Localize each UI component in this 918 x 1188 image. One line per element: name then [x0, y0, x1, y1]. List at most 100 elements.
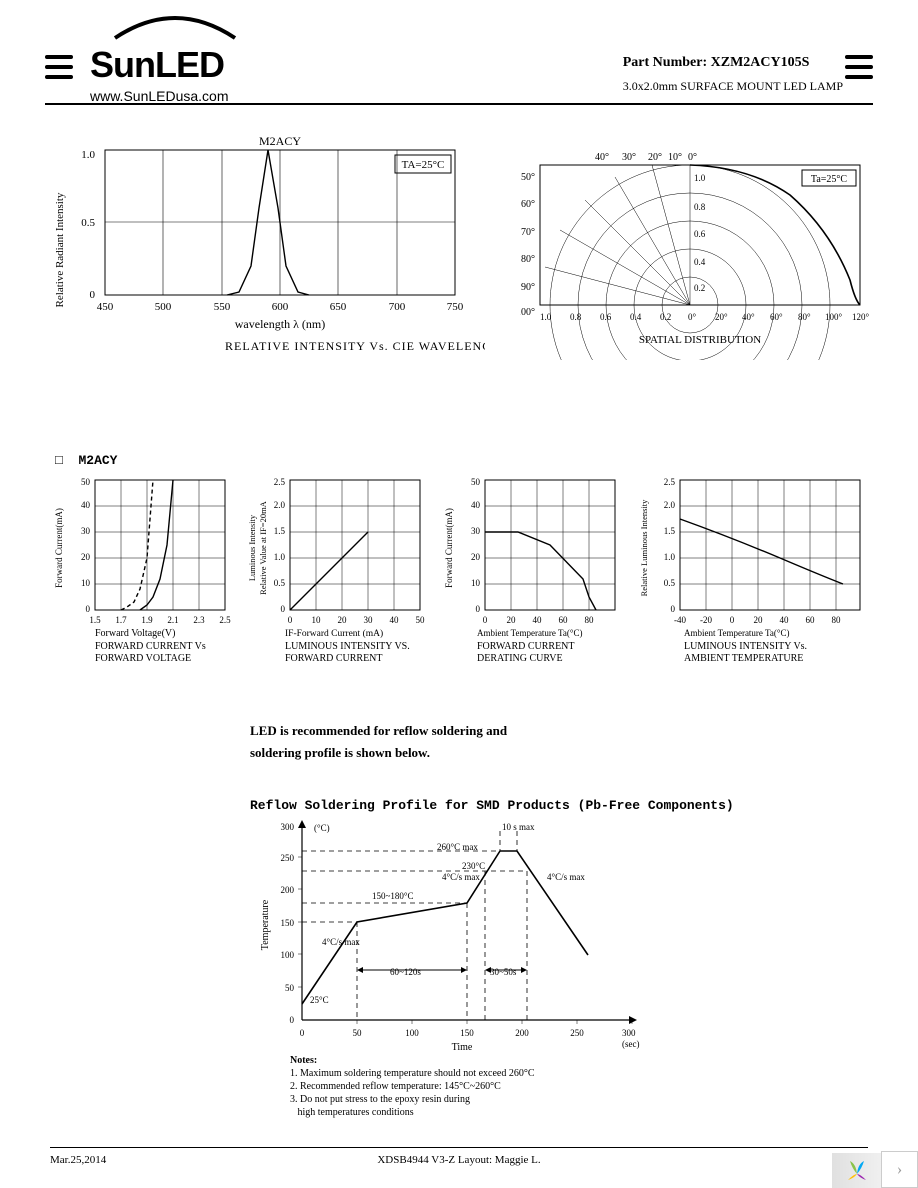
svg-text:2.0: 2.0 [274, 500, 286, 510]
svg-text:10°: 10° [668, 152, 682, 163]
svg-text:50: 50 [416, 615, 426, 625]
svg-text:50: 50 [471, 477, 481, 487]
svg-text:0: 0 [483, 615, 488, 625]
svg-text:Notes:: Notes: [290, 1055, 317, 1066]
svg-text:20: 20 [81, 552, 91, 562]
svg-text:0: 0 [288, 615, 293, 625]
svg-text:300: 300 [281, 822, 295, 832]
chart-reflow-profile: 300 250 200 150 100 50 0 (°C) 0 50 100 1… [250, 810, 680, 1140]
svg-text:20: 20 [471, 552, 481, 562]
svg-text:Forward Voltage(V): Forward Voltage(V) [95, 628, 175, 639]
svg-text:1.7: 1.7 [115, 615, 127, 625]
menu-icon[interactable] [45, 55, 73, 79]
svg-text:1.5: 1.5 [274, 526, 286, 536]
svg-text:high temperatures conditions: high temperatures conditions [290, 1107, 414, 1118]
svg-text:0.8: 0.8 [694, 202, 706, 212]
svg-text:150~180°C: 150~180°C [372, 891, 413, 901]
svg-text:AMBIENT TEMPERATURE: AMBIENT TEMPERATURE [684, 653, 803, 664]
svg-text:70°: 70° [521, 227, 535, 238]
svg-text:2.5: 2.5 [664, 477, 676, 487]
svg-text:1.0: 1.0 [274, 552, 286, 562]
svg-text:Relative Radiant Intensity: Relative Radiant Intensity [54, 192, 66, 307]
svg-text:1.0: 1.0 [694, 173, 706, 183]
svg-text:Time: Time [452, 1042, 473, 1053]
svg-text:2.1: 2.1 [167, 615, 178, 625]
svg-text:80: 80 [585, 615, 595, 625]
svg-text:30~50s: 30~50s [490, 967, 517, 977]
svg-text:200: 200 [515, 1028, 529, 1038]
svg-text:10: 10 [471, 578, 481, 588]
svg-text:250: 250 [281, 853, 295, 863]
svg-text:(sec): (sec) [622, 1039, 640, 1049]
svg-text:Ambient Temperature Ta(°C): Ambient Temperature Ta(°C) [477, 628, 582, 638]
svg-text:0: 0 [671, 604, 676, 614]
svg-text:750: 750 [447, 301, 464, 313]
chart-forward-current-voltage: 1.5 1.7 1.9 2.1 2.3 2.5 0 10 20 30 40 50… [50, 468, 245, 678]
svg-text:0: 0 [300, 1028, 305, 1038]
svg-text:FORWARD CURRENT Vs: FORWARD CURRENT Vs [95, 641, 206, 652]
svg-text:DERATING CURVE: DERATING CURVE [477, 653, 563, 664]
svg-text:150: 150 [281, 918, 295, 928]
svg-text:2.3: 2.3 [193, 615, 205, 625]
svg-text:0: 0 [476, 604, 481, 614]
svg-text:Temperature: Temperature [260, 899, 271, 950]
svg-text:0.5: 0.5 [274, 578, 286, 588]
svg-text:100°: 100° [825, 312, 843, 322]
svg-text:0: 0 [86, 604, 91, 614]
svg-text:(°C): (°C) [314, 823, 330, 833]
svg-text:40: 40 [81, 500, 91, 510]
svg-text:0: 0 [281, 604, 286, 614]
section-label: □ M2ACY [55, 452, 117, 468]
svg-text:1.9: 1.9 [141, 615, 153, 625]
svg-text:40: 40 [471, 500, 481, 510]
svg-text:60~120s: 60~120s [390, 967, 421, 977]
svg-text:FORWARD CURRENT: FORWARD CURRENT [477, 641, 575, 652]
logo-url: www.SunLEDusa.com [90, 88, 270, 104]
svg-text:90°: 90° [521, 282, 535, 293]
svg-text:230°C: 230°C [462, 861, 485, 871]
svg-text:150: 150 [460, 1028, 474, 1038]
svg-text:40°: 40° [595, 152, 609, 163]
svg-text:100: 100 [281, 950, 295, 960]
chart-derating-curve: 0 20 40 60 80 0 10 20 30 40 50 Ambient T… [440, 468, 635, 678]
svg-text:FORWARD CURRENT: FORWARD CURRENT [285, 653, 383, 664]
chart-relative-intensity: M2ACY TA=25°C 450 500 550 600 650 700 75… [45, 130, 485, 360]
svg-text:50: 50 [81, 477, 91, 487]
svg-text:0: 0 [90, 289, 96, 301]
svg-text:0.4: 0.4 [694, 257, 706, 267]
svg-text:0: 0 [290, 1015, 295, 1025]
svg-text:20: 20 [754, 615, 764, 625]
svg-text:IF-Forward Current (mA): IF-Forward Current (mA) [285, 628, 383, 639]
svg-text:-40: -40 [674, 615, 686, 625]
svg-text:450: 450 [97, 301, 114, 313]
app-icon[interactable] [832, 1153, 882, 1188]
svg-text:0: 0 [730, 615, 735, 625]
svg-text:1.0: 1.0 [540, 312, 552, 322]
svg-text:25°C: 25°C [310, 995, 329, 1005]
svg-text:0.2: 0.2 [694, 283, 705, 293]
svg-text:30°: 30° [622, 152, 636, 163]
next-button[interactable]: › [881, 1151, 918, 1188]
svg-text:40: 40 [390, 615, 400, 625]
svg-text:4°C/s max: 4°C/s max [442, 872, 480, 882]
svg-text:TA=25°C: TA=25°C [402, 159, 445, 171]
svg-text:LUMINOUS INTENSITY VS.: LUMINOUS INTENSITY VS. [285, 641, 410, 652]
svg-text:1. Maximum soldering temperatu: 1. Maximum soldering temperature should … [290, 1068, 535, 1079]
menu-icon-right[interactable] [845, 55, 873, 79]
svg-text:10: 10 [81, 578, 91, 588]
body-text: LED is recommended for reflow soldering … [250, 720, 507, 764]
svg-text:1.5: 1.5 [664, 526, 676, 536]
svg-text:40°: 40° [742, 312, 755, 322]
logo: SunLED www.SunLEDusa.com [90, 10, 270, 104]
svg-text:30: 30 [364, 615, 374, 625]
footer-rule [50, 1147, 868, 1148]
svg-text:20°: 20° [648, 152, 662, 163]
svg-text:4°C/s max: 4°C/s max [322, 937, 360, 947]
svg-text:20: 20 [338, 615, 348, 625]
svg-text:2. Recommended reflow temperat: 2. Recommended reflow temperature: 145°C… [290, 1081, 501, 1092]
chart-luminous-ambient-temp: -40 -20 0 20 40 60 80 0 0.5 1.0 1.5 2.0 … [635, 468, 885, 678]
svg-text:50: 50 [285, 983, 295, 993]
svg-text:0.4: 0.4 [630, 312, 642, 322]
svg-text:-20: -20 [700, 615, 712, 625]
svg-text:30: 30 [471, 526, 481, 536]
